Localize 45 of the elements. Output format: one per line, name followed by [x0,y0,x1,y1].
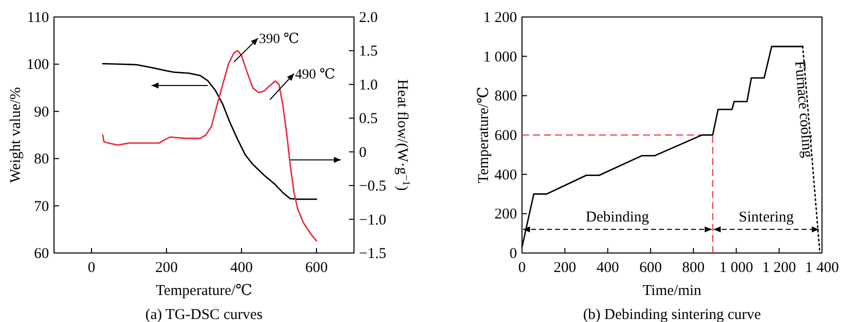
x-tick-label: 600 [639,260,662,276]
x-tick-label: 200 [155,260,178,276]
x-tick-label: 1 000 [719,260,754,276]
y-tick-label: 400 [494,167,517,184]
x-axis-title: Time/min [642,283,702,299]
x-tick-label: 800 [682,260,705,276]
x-tick-label: 1 200 [762,260,796,276]
line-series [102,63,318,200]
y-tick-label: 70 [34,198,49,215]
y-tick-label: 0 [510,246,517,262]
y2-tick-label: 0.5 [359,111,378,128]
y2-tick-label: 1.0 [359,77,378,94]
x-tick-label: 200 [554,260,576,276]
y-tick-label: 60 [34,246,49,262]
annotation: Debinding [586,209,650,226]
y-tick-label: 200 [494,206,517,223]
y2-tick-label: 2.0 [359,10,378,26]
text: (a) TG-DSC curves [145,307,263,322]
y2-tick-label: −1.0 [359,212,386,228]
x-tick-label: 600 [305,260,328,276]
y2-tick-label: −0.5 [359,178,386,195]
y-tick-label: 100 [26,57,49,74]
y-tick-label: 600 [494,128,517,144]
line-series [102,50,318,242]
x-tick-label: 1 400 [805,260,839,276]
annotation: 390 ℃ [259,32,300,48]
y-tick-label: 1 000 [483,49,517,66]
annotation: 490 ℃ [295,68,336,83]
y2-tick-label: 1.5 [359,44,378,60]
y-axis-title: Temperature/℃ [476,86,492,184]
y-tick-label: 1 200 [483,10,517,26]
y-tick-label: 90 [34,104,49,120]
x-axis-title: Temperature/℃ [156,283,252,299]
y2-tick-label: 0 [359,144,366,161]
y-tick-label: 80 [34,152,49,168]
x-tick-label: 0 [88,260,96,276]
x-tick-label: 400 [596,260,619,276]
text: (b) Debinding sintering curve [583,307,762,322]
y-axis-title: Weight value/% [8,87,24,183]
x-tick-label: 400 [230,260,253,276]
y2-tick-label: −1.5 [359,246,386,262]
y-tick-label: 110 [27,10,49,26]
y-tick-label: 800 [494,88,517,105]
text: Furnace cooling [791,60,816,159]
annotation: Sintering [738,209,794,226]
